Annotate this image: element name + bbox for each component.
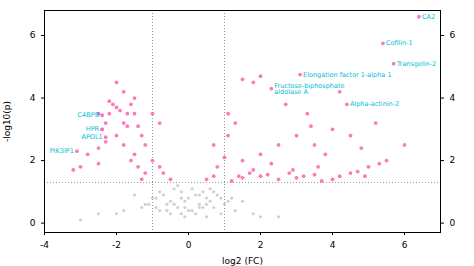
- svg-text:6: 6: [450, 30, 456, 40]
- svg-text:6: 6: [402, 240, 408, 250]
- svg-text:Alpha-actinin-2: Alpha-actinin-2: [350, 100, 399, 108]
- svg-text:2: 2: [258, 240, 264, 250]
- svg-text:4: 4: [450, 93, 456, 103]
- svg-text:4: 4: [330, 240, 336, 250]
- svg-text:log2 (FC): log2 (FC): [222, 256, 263, 266]
- svg-text:-4: -4: [40, 240, 49, 250]
- svg-text:Cofilin-1: Cofilin-1: [386, 39, 413, 47]
- svg-text:0: 0: [450, 218, 456, 228]
- svg-text:Transgelin-2: Transgelin-2: [396, 60, 437, 68]
- svg-text:C4BPB: C4BPB: [78, 111, 100, 119]
- svg-text:CA2: CA2: [422, 13, 435, 21]
- svg-text:6: 6: [30, 30, 36, 40]
- svg-text:HPR: HPR: [86, 125, 100, 133]
- svg-text:2: 2: [450, 155, 456, 165]
- svg-text:-log10(p): -log10(p): [2, 101, 12, 142]
- svg-text:-2: -2: [112, 240, 121, 250]
- svg-text:PIK3IP1: PIK3IP1: [50, 147, 74, 155]
- svg-text:APOL1: APOL1: [81, 133, 102, 141]
- svg-text:0: 0: [186, 240, 192, 250]
- svg-text:4: 4: [30, 93, 36, 103]
- svg-text:2: 2: [30, 155, 36, 165]
- svg-text:Elongation factor 1-alpha 1: Elongation factor 1-alpha 1: [303, 71, 391, 79]
- svg-text:Fructose-biphosphatealdolase A: Fructose-biphosphatealdolase A: [274, 81, 344, 96]
- svg-text:0: 0: [30, 218, 36, 228]
